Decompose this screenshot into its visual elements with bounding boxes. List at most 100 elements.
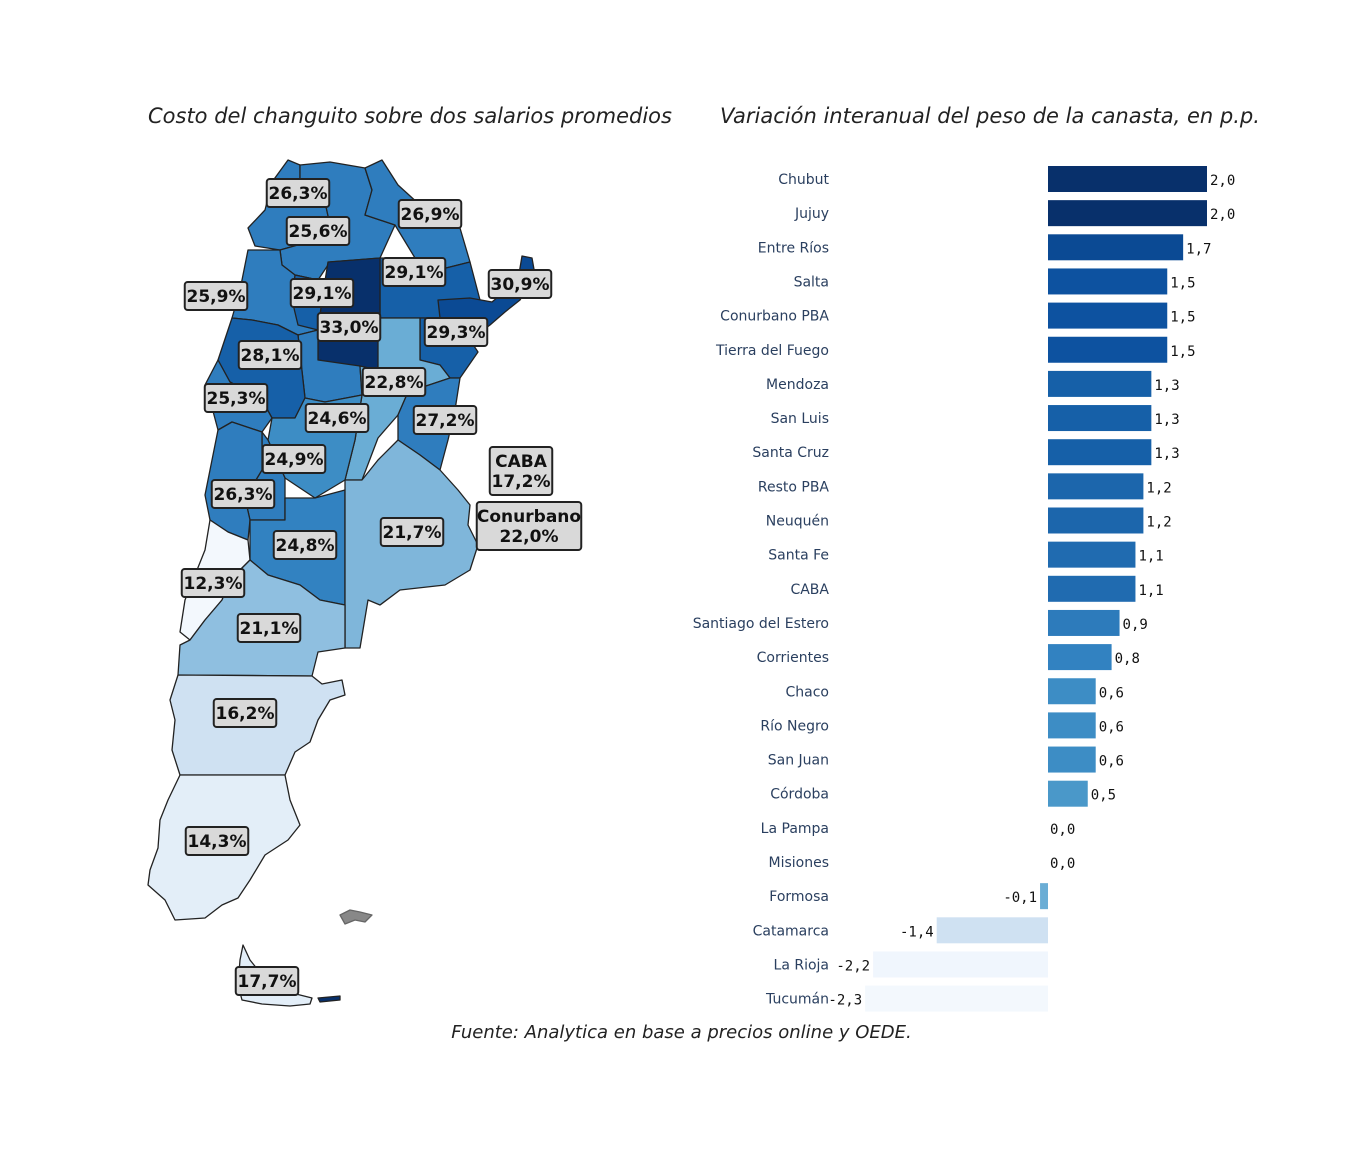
map-label-box (265, 178, 331, 208)
map-label-box (183, 281, 249, 311)
map-label-corrientes: 29,3% (423, 317, 489, 347)
map-label-box (475, 501, 583, 551)
bar (1048, 507, 1144, 534)
region-malvinas (339, 909, 373, 925)
bar-category-label: San Luis (771, 411, 829, 427)
bar (1048, 302, 1168, 329)
map-label-text: 21,7% (383, 523, 442, 543)
map-label-catamarca: 25,9% (183, 281, 249, 311)
bar (1048, 780, 1088, 807)
bar-category-label: CABA (790, 582, 829, 598)
bar (865, 985, 1048, 1012)
bar (1048, 746, 1096, 773)
map-label-text: 26,3% (269, 184, 328, 204)
bar (873, 951, 1048, 978)
map-label-box (379, 517, 445, 547)
map-label-box (285, 216, 351, 246)
bar-category-label: Resto PBA (758, 479, 830, 495)
map-label-text: 17,7% (238, 972, 297, 992)
map-label-jujuy: 26,3% (265, 178, 331, 208)
bar-category-label: Chaco (786, 684, 830, 700)
bar-value-label: 0,0 (1050, 856, 1075, 872)
bar-value-label: 1,3 (1154, 412, 1179, 428)
bar-category-label: Tierra del Fuego (715, 343, 829, 359)
bar-value-label: 0,0 (1050, 822, 1075, 838)
map-label-text: 26,9% (401, 205, 460, 225)
bar-value-label: 1,5 (1170, 310, 1195, 326)
bar (1048, 644, 1112, 671)
bar-value-label: 1,3 (1154, 446, 1179, 462)
map-label-text: 24,6% (308, 409, 367, 429)
map-label-box (304, 403, 370, 433)
bar-category-label: La Rioja (774, 957, 829, 973)
map-label-text: 25,9% (187, 287, 246, 307)
map-label-text: 28,1% (241, 346, 300, 366)
map-label-text: 21,1% (240, 619, 299, 639)
bar-category-label: Tucumán (765, 992, 829, 1008)
map-label-box (361, 367, 427, 397)
bar (1040, 883, 1048, 910)
map-label-misiones: 30,9% (487, 269, 553, 299)
map-label-tierradelfuego: 17,7% (234, 966, 300, 996)
bar-value-label: 1,1 (1138, 583, 1163, 599)
map-label-box (488, 446, 554, 496)
map-label-box (180, 568, 246, 598)
map-label-text: 29,1% (385, 263, 444, 283)
bar-category-label: Formosa (769, 889, 829, 905)
bar-value-label: -2,2 (836, 958, 870, 974)
map-label-box (289, 278, 355, 308)
bar-value-label: 1,5 (1170, 275, 1195, 291)
map-label-text: 27,2% (416, 411, 475, 431)
map-label-rionegro: 21,1% (236, 613, 302, 643)
bar-category-label: Neuquén (766, 514, 829, 530)
bar-value-label: 0,5 (1091, 788, 1116, 804)
map-label-tucuman: 29,1% (289, 278, 355, 308)
bar-category-label: Jujuy (794, 206, 829, 222)
bar-value-label: 0,6 (1099, 754, 1124, 770)
map-label-chubut: 16,2% (212, 698, 278, 728)
bar (1048, 541, 1136, 568)
bar-value-label: 0,8 (1115, 651, 1140, 667)
map-label-santafe: 22,8% (361, 367, 427, 397)
bar-value-label: 0,9 (1123, 617, 1148, 633)
bar-category-label: Conurbano PBA (720, 309, 829, 325)
source-note: Fuente: Analytica en base a precios onli… (451, 1022, 912, 1043)
bar-category-label: Misiones (769, 855, 830, 871)
map-label-text: 25,3% (207, 389, 266, 409)
bar-value-label: 2,0 (1210, 173, 1235, 189)
bar-value-label: 2,0 (1210, 207, 1235, 223)
bar-value-label: 1,7 (1186, 241, 1211, 257)
map-label-salta: 25,6% (285, 216, 351, 246)
map-label-text: 26,3% (214, 485, 273, 505)
map-label-box (236, 613, 302, 643)
bar-category-label: Corrientes (757, 650, 829, 666)
map-label-entrerios: 27,2% (412, 405, 478, 435)
bar-category-label: Catamarca (753, 923, 829, 939)
map-label-text: 12,3% (184, 574, 243, 594)
bar-category-label: Salta (794, 274, 829, 290)
map-label-box (272, 530, 338, 560)
map-label-text: 29,3% (427, 323, 486, 343)
bar (1048, 575, 1136, 602)
map-label-box (261, 444, 327, 474)
map-label-box (381, 257, 447, 287)
map-label-text: 22,0% (500, 527, 559, 547)
map-label-text: 16,2% (216, 704, 275, 724)
map-label-misiones-top: 26,9% (397, 199, 463, 229)
map-label-buenosaires: 21,7% (379, 517, 445, 547)
map-label-larioja: 28,1% (237, 340, 303, 370)
bar-category-label: Córdoba (770, 787, 829, 803)
map-label-box (487, 269, 553, 299)
bar (1048, 712, 1096, 739)
bar-category-label: Santa Fe (768, 548, 829, 564)
map-label-formosa: 29,1% (381, 257, 447, 287)
map-label-text: Conurbano (477, 507, 581, 527)
map-label-cordoba: 24,6% (304, 403, 370, 433)
bar-value-label: 0,6 (1099, 719, 1124, 735)
map-label-text: 24,9% (265, 450, 324, 470)
bar-value-label: 1,5 (1170, 344, 1195, 360)
bar-category-label: Río Negro (760, 718, 829, 734)
map-label-box (423, 317, 489, 347)
